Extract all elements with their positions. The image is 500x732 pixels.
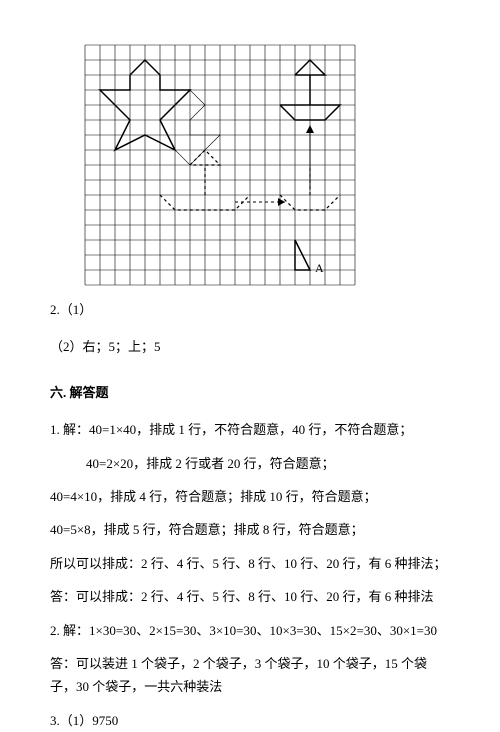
s6-q1-line3: 40=4×10，排成 4 行，符合题意；排成 10 行，符合题意； — [50, 485, 450, 508]
grid-figure: A — [80, 40, 450, 290]
q2-label: 2.（1） — [50, 298, 450, 321]
s6-q2-line2: 答：可以装进 1 个袋子，2 个袋子，3 个袋子，10 个袋子，15 个袋子，3… — [50, 652, 450, 699]
s6-q2-line1: 2. 解：1×30=30、2×15=30、3×10=30、10×3=30、15×… — [50, 619, 450, 642]
q2-sub2: （2）右；5；上；5 — [50, 335, 450, 358]
s6-q1-line1: 1. 解：40=1×40，排成 1 行，不符合题意，40 行，不符合题意； — [50, 418, 450, 441]
s6-q1-line2: 40=2×20，排成 2 行或者 20 行，符合题意； — [50, 452, 450, 475]
section6-title: 六. 解答题 — [50, 381, 450, 404]
label-a: A — [315, 261, 324, 275]
s6-q1-line5: 所以可以排成：2 行、4 行、5 行、8 行、10 行、20 行，有 6 种排法… — [50, 552, 450, 575]
s6-q1-line4: 40=5×8，排成 5 行，符合题意；排成 8 行，符合题意； — [50, 518, 450, 541]
grid-svg: A — [80, 40, 360, 290]
s6-q1-line6: 答：可以排成：2 行、4 行、5 行、8 行、10 行、20 行，有 6 种排法 — [50, 585, 450, 608]
s6-q3-line1: 3.（1）9750 — [50, 709, 450, 732]
